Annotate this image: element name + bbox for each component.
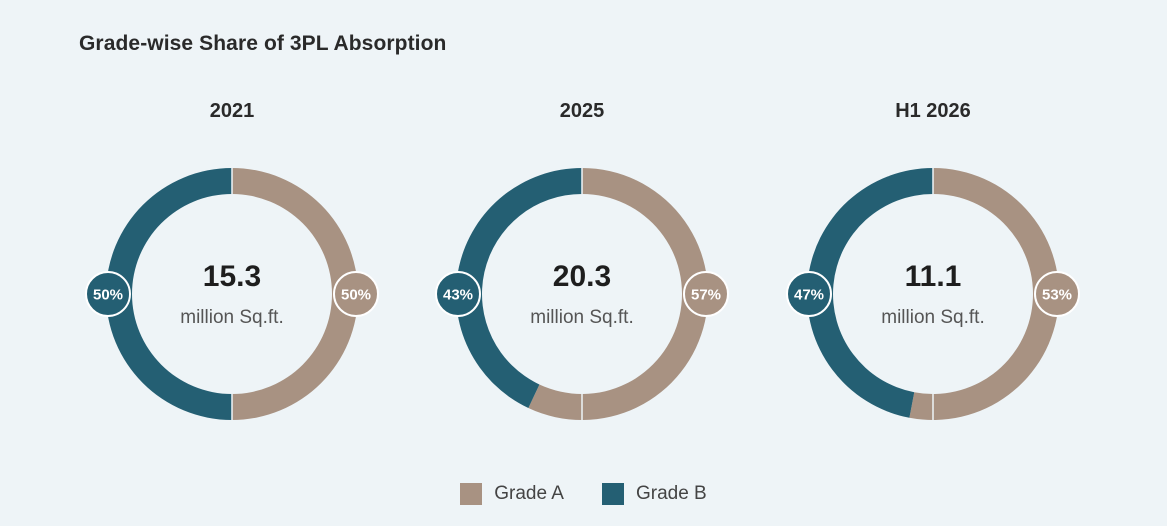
donut-slice-grade-a — [528, 168, 708, 420]
donut-chart: 57% 43% — [435, 168, 729, 420]
percent-badge-grade-b: 50% — [85, 271, 131, 317]
legend-item-grade-b: Grade B — [601, 483, 707, 505]
legend-swatch-grade-b — [601, 483, 624, 505]
data-label: 50% — [93, 287, 123, 304]
badge-circle — [683, 271, 729, 317]
donut-unit: million Sq.ft. — [530, 307, 634, 328]
data-label: 53% — [1042, 287, 1072, 304]
donut-panel-2021: 2021 50% 50% 15.3 million Sq.ft. — [82, 92, 382, 432]
donut-slice-grade-a — [909, 168, 1059, 420]
donut-title: H1 2026 — [895, 100, 971, 122]
donut-unit: million Sq.ft. — [180, 307, 284, 328]
badge-circle — [1034, 271, 1080, 317]
percent-badge-grade-a: 50% — [333, 271, 379, 317]
badge-circle — [435, 271, 481, 317]
legend-swatch-grade-a — [460, 483, 483, 505]
percent-badge-grade-a: 53% — [1034, 271, 1080, 317]
percent-badge-grade-a: 57% — [683, 271, 729, 317]
donut-slice-grade-b — [106, 168, 232, 420]
donut-slice-grade-a — [232, 168, 358, 420]
percent-badge-grade-b: 47% — [786, 271, 832, 317]
donut-chart: 50% 50% — [85, 168, 379, 420]
chart-title: Grade-wise Share of 3PL Absorption — [79, 32, 447, 55]
percent-badge-grade-b: 43% — [435, 271, 481, 317]
legend: Grade A Grade B — [0, 483, 1167, 505]
badge-circle — [85, 271, 131, 317]
data-label: 43% — [443, 287, 473, 304]
donut-total: 11.1 — [904, 260, 962, 293]
donut-unit: million Sq.ft. — [881, 307, 985, 328]
donut-title: 2025 — [559, 100, 605, 122]
donut-panel-2025: 2025 57% 43% 20.3 million Sq.ft. — [432, 92, 732, 432]
legend-label: Grade A — [494, 483, 564, 504]
donut-total: 20.3 — [552, 260, 612, 293]
badge-circle — [786, 271, 832, 317]
data-label: 57% — [691, 287, 721, 304]
donut-total: 15.3 — [202, 260, 262, 293]
donut-slice-grade-b — [807, 168, 933, 418]
data-label: 47% — [794, 287, 824, 304]
donut-chart: 53% 47% — [786, 168, 1080, 420]
badge-circle — [333, 271, 379, 317]
data-label: 50% — [341, 287, 371, 304]
donut-panel-h1-2026: H1 2026 53% 47% 11.1 million Sq.ft. — [783, 92, 1083, 432]
donut-slice-grade-b — [456, 168, 582, 409]
legend-item-grade-a: Grade A — [460, 483, 564, 505]
legend-label: Grade B — [635, 483, 707, 504]
donut-title: 2021 — [209, 100, 255, 122]
